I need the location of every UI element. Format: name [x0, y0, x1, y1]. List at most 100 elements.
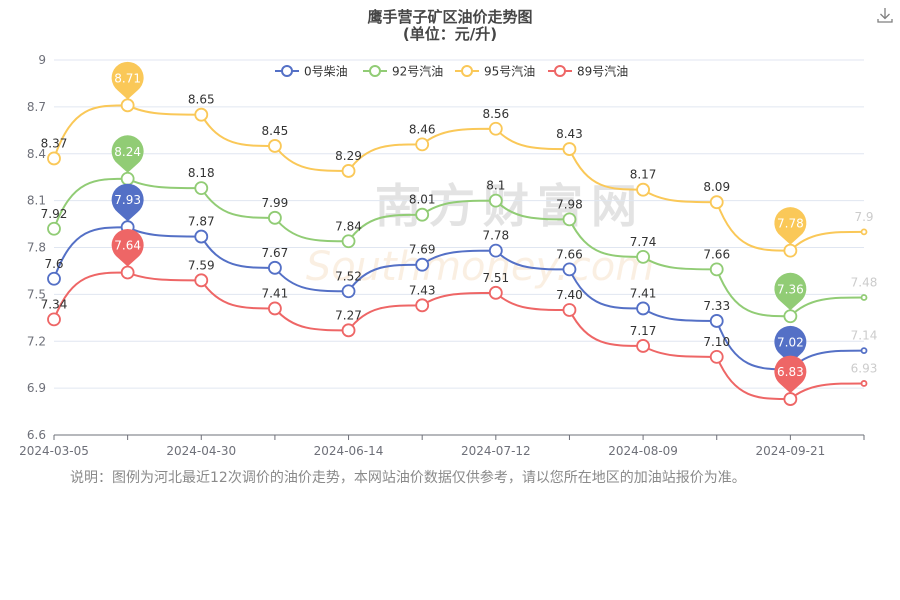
data-point: [860, 228, 868, 236]
pin-marker: 6.83: [774, 355, 807, 394]
data-label: 7.34: [41, 297, 68, 311]
data-point: [562, 303, 577, 317]
legend-label: 0号柴油: [304, 65, 348, 79]
data-point: [636, 182, 650, 197]
data-point: [783, 309, 798, 324]
data-point: [783, 243, 798, 258]
pin-shape: [774, 325, 807, 364]
data-point: [341, 234, 356, 249]
data-point: [488, 121, 503, 136]
data-point: [488, 193, 503, 208]
y-tick-label: 7.2: [27, 334, 46, 348]
data-point: [47, 312, 61, 327]
legend-symbol: [554, 65, 566, 77]
data-label: 7.33: [703, 299, 730, 313]
pin-marker: 8.71: [111, 61, 144, 100]
legend-item[interactable]: 95号汽油: [455, 64, 535, 79]
data-label: 7.41: [630, 286, 657, 300]
y-tick-label: 8.7: [27, 100, 46, 114]
data-label: 7.92: [41, 207, 68, 221]
data-point: [268, 210, 282, 225]
data-label: 8.1: [486, 179, 505, 193]
data-label: 7.27: [335, 308, 362, 322]
pin-marker: 7.93: [111, 183, 144, 222]
pin-shape: [774, 207, 807, 245]
pin-shape: [774, 272, 807, 311]
pin-shape: [111, 183, 144, 222]
data-label: 8.01: [409, 193, 436, 207]
x-tick-label: 2024-08-09: [608, 444, 678, 458]
pin-marker: 7.64: [111, 229, 144, 267]
data-point: [268, 301, 282, 316]
data-label: 7.9: [854, 210, 873, 224]
data-label: 7.67: [262, 246, 289, 260]
data-point: [636, 339, 650, 353]
data-point: [120, 98, 135, 113]
pin-marker: 8.24: [111, 135, 144, 173]
data-point: [860, 347, 868, 355]
data-point: [562, 212, 577, 227]
data-point: [860, 294, 868, 301]
pin-marker: 7.78: [774, 207, 807, 245]
pin-shape: [111, 229, 144, 267]
data-label: 8.37: [41, 136, 68, 150]
data-point: [860, 380, 868, 387]
data-label: 8.18: [188, 166, 215, 180]
data-label: 7.98: [556, 197, 583, 211]
data-label: 8.45: [262, 124, 289, 138]
data-label: 7.17: [630, 324, 657, 338]
data-label: 7.14: [851, 329, 878, 343]
data-point: [709, 349, 724, 364]
pin-label: 7.78: [777, 217, 804, 231]
series-line-1: [53, 177, 865, 318]
pin-marker: 7.02: [774, 325, 807, 364]
data-label: 7.78: [482, 229, 509, 243]
data-label: 8.46: [409, 122, 436, 136]
pin-shape: [111, 135, 144, 173]
legend-item[interactable]: 89号汽油: [548, 64, 628, 79]
pin-shape: [111, 61, 144, 100]
watermark-main: 南方财富网: [375, 179, 645, 233]
pin-label: 8.71: [114, 71, 141, 85]
chart-title: 鹰手营子矿区油价走势图: [367, 8, 533, 26]
data-point: [47, 271, 61, 286]
pin-label: 8.24: [114, 145, 141, 159]
x-tick-label: 2024-06-14: [314, 444, 384, 458]
data-label: 7.74: [630, 235, 657, 249]
data-point: [341, 284, 356, 299]
legend-symbol: [461, 65, 473, 77]
data-label: 7.51: [482, 271, 509, 285]
download-icon[interactable]: [876, 6, 894, 24]
data-label: 7.84: [335, 219, 362, 233]
data-point: [194, 273, 209, 288]
data-point: [415, 298, 430, 313]
y-tick-label: 7.8: [27, 241, 46, 255]
data-label: 8.09: [703, 180, 730, 194]
data-point: [709, 314, 724, 328]
x-tick-label: 2024-03-05: [19, 444, 89, 458]
data-label: 7.66: [556, 247, 583, 261]
x-tick-label: 2024-07-12: [461, 444, 531, 458]
data-label: 7.6: [44, 257, 63, 271]
data-label: 7.59: [188, 258, 215, 272]
legend-label: 92号汽油: [392, 64, 443, 79]
chart-subtitle: (单位：元/升): [402, 25, 498, 43]
data-point: [709, 262, 724, 277]
data-label: 7.10: [703, 335, 730, 349]
pin-label: 7.64: [114, 239, 141, 253]
legend-label: 89号汽油: [577, 64, 628, 79]
data-point: [415, 207, 430, 222]
legend-item[interactable]: 0号柴油: [275, 65, 348, 79]
data-point: [415, 137, 430, 152]
data-label: 8.43: [556, 127, 583, 141]
y-tick-label: 8.4: [27, 147, 46, 161]
data-point: [636, 249, 650, 264]
data-point: [47, 221, 61, 236]
data-point: [488, 243, 503, 258]
data-point: [120, 171, 135, 186]
pin-shape: [774, 355, 807, 394]
legend-item[interactable]: 92号汽油: [363, 64, 443, 79]
pin-label: 6.83: [777, 365, 804, 379]
data-point: [120, 265, 135, 280]
